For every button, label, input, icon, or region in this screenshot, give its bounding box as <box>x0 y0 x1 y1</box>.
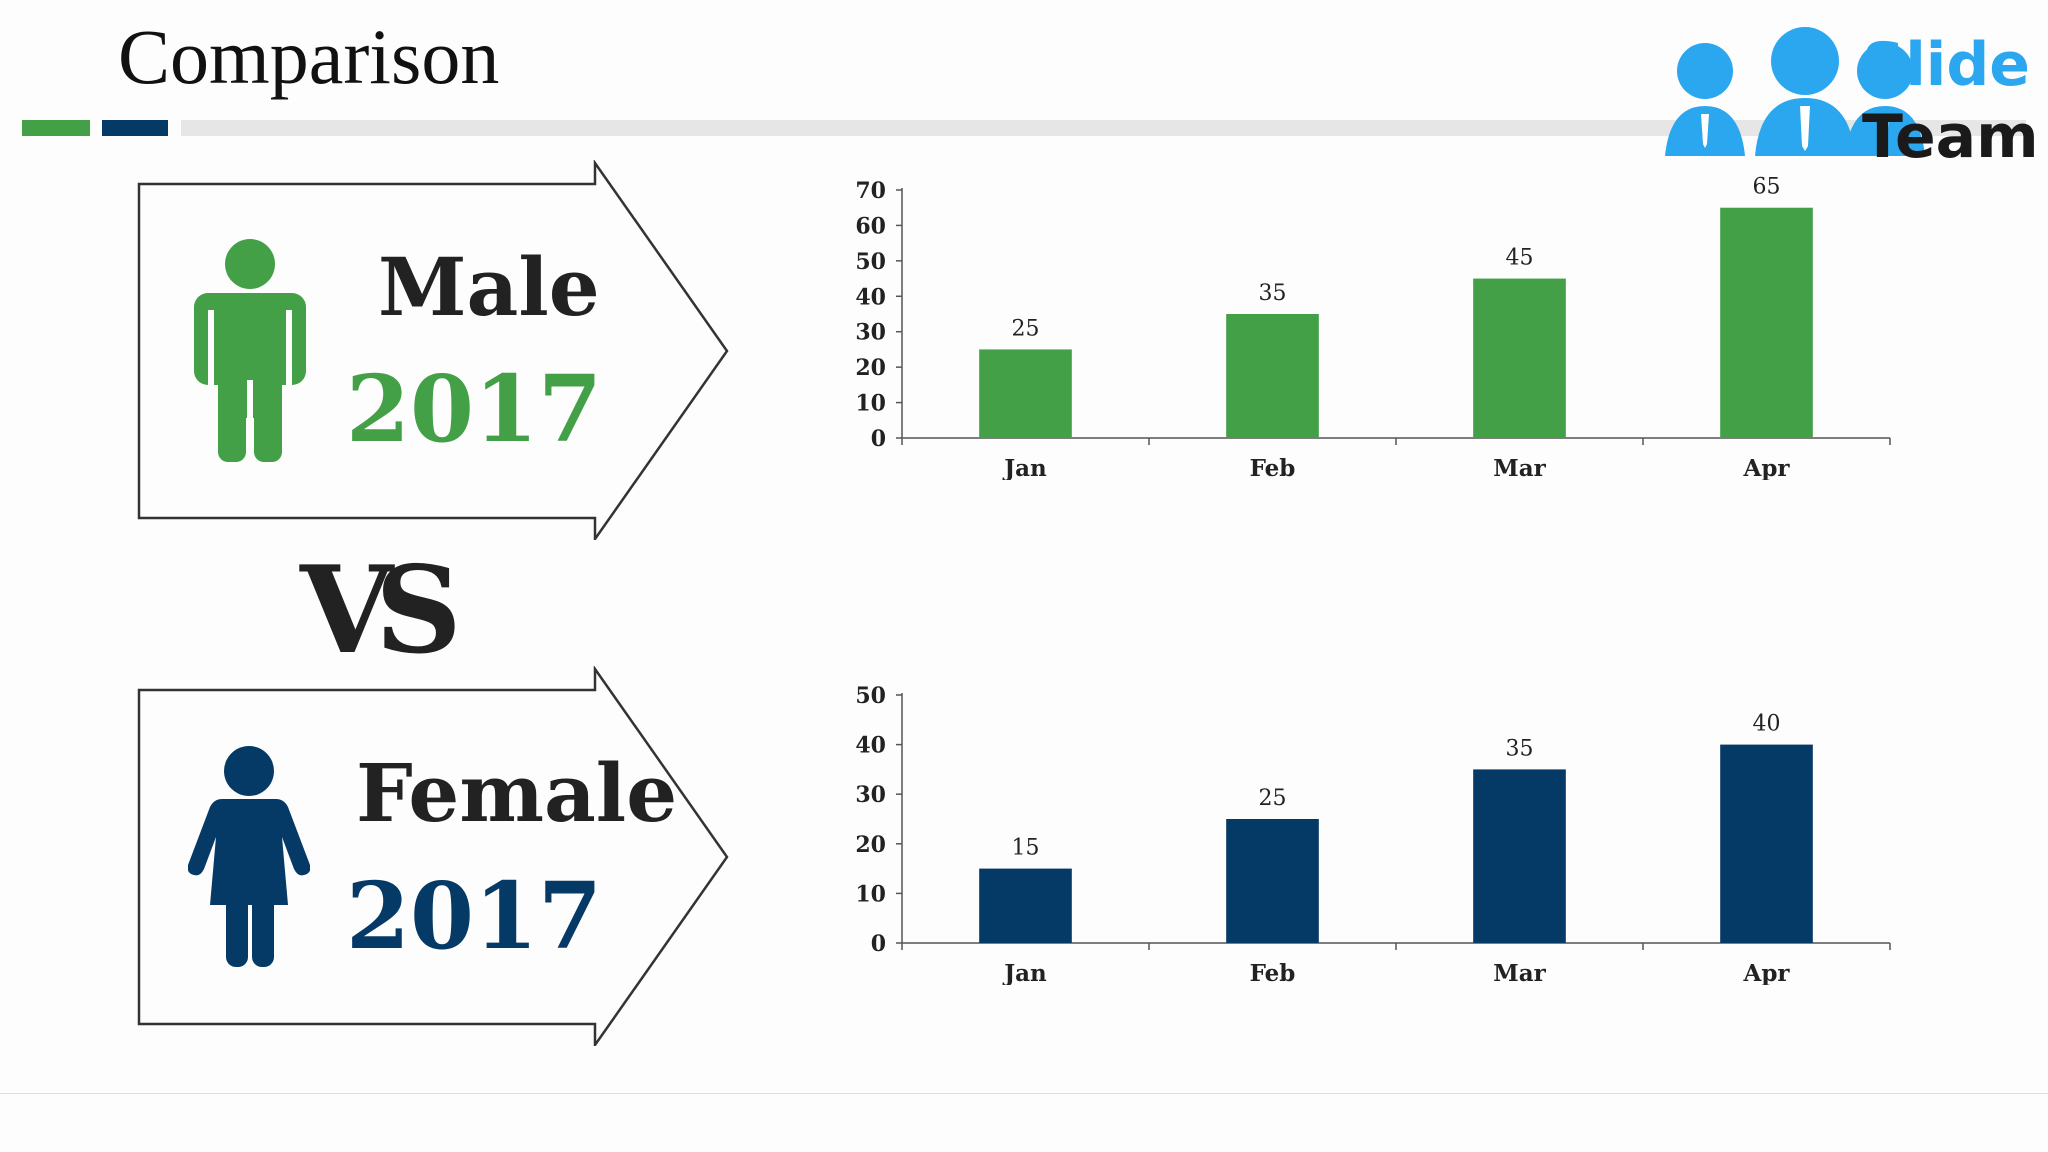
male-label: Male <box>378 240 600 334</box>
data-label: 25 <box>1012 316 1040 341</box>
x-tick-label: Jan <box>1002 960 1047 985</box>
data-label: 35 <box>1506 736 1534 761</box>
y-tick-label: 50 <box>855 683 886 709</box>
bar-feb <box>1226 819 1319 943</box>
y-tick-label: 40 <box>855 733 886 759</box>
female-year: 2017 <box>346 862 603 970</box>
female-arrow-shape <box>137 666 729 1046</box>
x-tick-label: Feb <box>1250 455 1296 480</box>
bar-mar <box>1473 769 1566 943</box>
y-tick-label: 10 <box>855 391 886 417</box>
x-tick-label: Jan <box>1002 455 1047 480</box>
y-tick-label: 40 <box>855 284 886 310</box>
y-tick-label: 70 <box>855 178 886 204</box>
female-label: Female <box>356 746 678 840</box>
page-title: Comparison <box>118 13 500 100</box>
male-year: 2017 <box>346 355 603 463</box>
vs-label: VS <box>300 540 462 681</box>
y-tick-label: 60 <box>855 213 886 239</box>
footer-rule <box>0 1093 2048 1094</box>
male-arrow-shape <box>137 160 729 540</box>
y-tick-label: 30 <box>855 320 886 346</box>
female-bar-chart: 0 10 20 30 40 50 15 Jan 25 Feb 35 Mar 40 Apr <box>855 683 1891 985</box>
logo-slide-text: Slide <box>1862 30 2030 100</box>
x-tick-label: Mar <box>1493 960 1546 985</box>
x-tick-label: Mar <box>1493 455 1546 480</box>
data-label: 40 <box>1753 712 1781 737</box>
male-person-icon <box>194 239 306 462</box>
data-label: 35 <box>1259 281 1287 306</box>
bar-jan <box>979 349 1072 438</box>
x-tick-label: Apr <box>1742 455 1790 480</box>
x-tick-label: Feb <box>1250 960 1296 985</box>
data-label: 25 <box>1259 786 1287 811</box>
y-tick-label: 10 <box>855 881 886 907</box>
y-tick-label: 30 <box>855 782 886 808</box>
header-rule <box>181 120 2026 136</box>
accent-bar-navy <box>102 120 168 136</box>
bar-feb <box>1226 314 1319 438</box>
bar-apr <box>1720 744 1813 943</box>
data-label: 45 <box>1506 246 1534 271</box>
male-bar-chart: 0 10 20 30 40 50 60 70 25 Jan 35 Feb 45 Mar 65 Apr <box>855 175 1891 480</box>
data-label: 65 <box>1753 175 1781 200</box>
x-tick-label: Apr <box>1742 960 1790 985</box>
logo-team-text: Team <box>1862 102 2039 172</box>
y-tick-label: 0 <box>871 931 886 957</box>
y-tick-label: 0 <box>871 426 886 452</box>
y-tick-label: 20 <box>855 355 886 381</box>
y-tick-label: 20 <box>855 832 886 858</box>
accent-bar-green <box>22 120 90 136</box>
bar-mar <box>1473 278 1566 438</box>
data-label: 15 <box>1012 836 1040 861</box>
bar-jan <box>979 868 1072 943</box>
bar-apr <box>1720 207 1813 438</box>
team-people-icon <box>1665 27 1925 156</box>
female-person-icon <box>188 746 310 967</box>
y-tick-label: 50 <box>855 249 886 275</box>
